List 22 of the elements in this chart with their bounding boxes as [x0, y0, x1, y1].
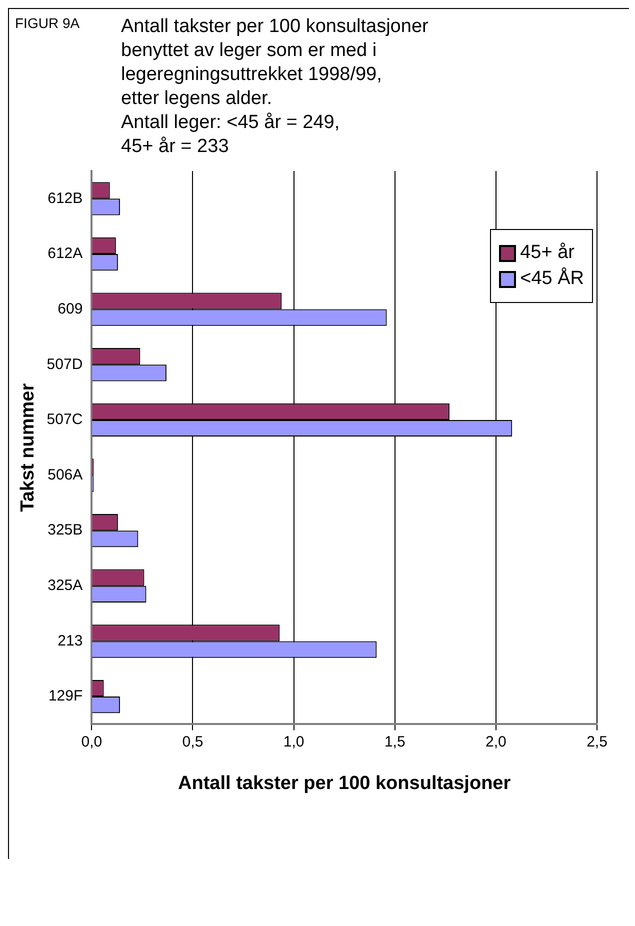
y-tick-label: 325A [48, 577, 83, 594]
x-axis-title: Antall takster per 100 konsultasjoner [178, 772, 512, 794]
y-tick-label: 507D [46, 356, 83, 373]
y-tick-label: 213 [58, 632, 83, 650]
x-tick-label: 0,0 [81, 733, 102, 750]
x-tick-label: 2,0 [486, 733, 506, 750]
y-tick-label: 129F [48, 688, 83, 705]
legend-label: 45+ år [520, 242, 574, 264]
y-tick-label: 325B [48, 522, 83, 539]
x-tick-label: 1,5 [384, 733, 406, 750]
legend-label: <45 ÅR [520, 268, 584, 290]
text: FIGUR 9A [15, 15, 81, 31]
y-tick-label: 612B [48, 190, 83, 207]
chart-title: Antall takster per 100 konsultasjoner benyttet av leger som er med i legeregningsuttrekket 1998/99, etter legens alder. Antall leger: <45 år = 249, 45+ år = 233 [121, 15, 428, 159]
y-tick-label: 507C [46, 411, 83, 428]
y-tick-label: 609 [58, 300, 83, 318]
x-tick-label: 2,5 [586, 733, 608, 750]
x-tick-label: 1,0 [283, 733, 304, 750]
y-tick-label: 506A [48, 466, 83, 484]
y-tick-label: 612A [48, 245, 83, 262]
x-tick-label: 0,5 [182, 733, 204, 750]
y-axis-title: Takst nummer [18, 382, 39, 512]
